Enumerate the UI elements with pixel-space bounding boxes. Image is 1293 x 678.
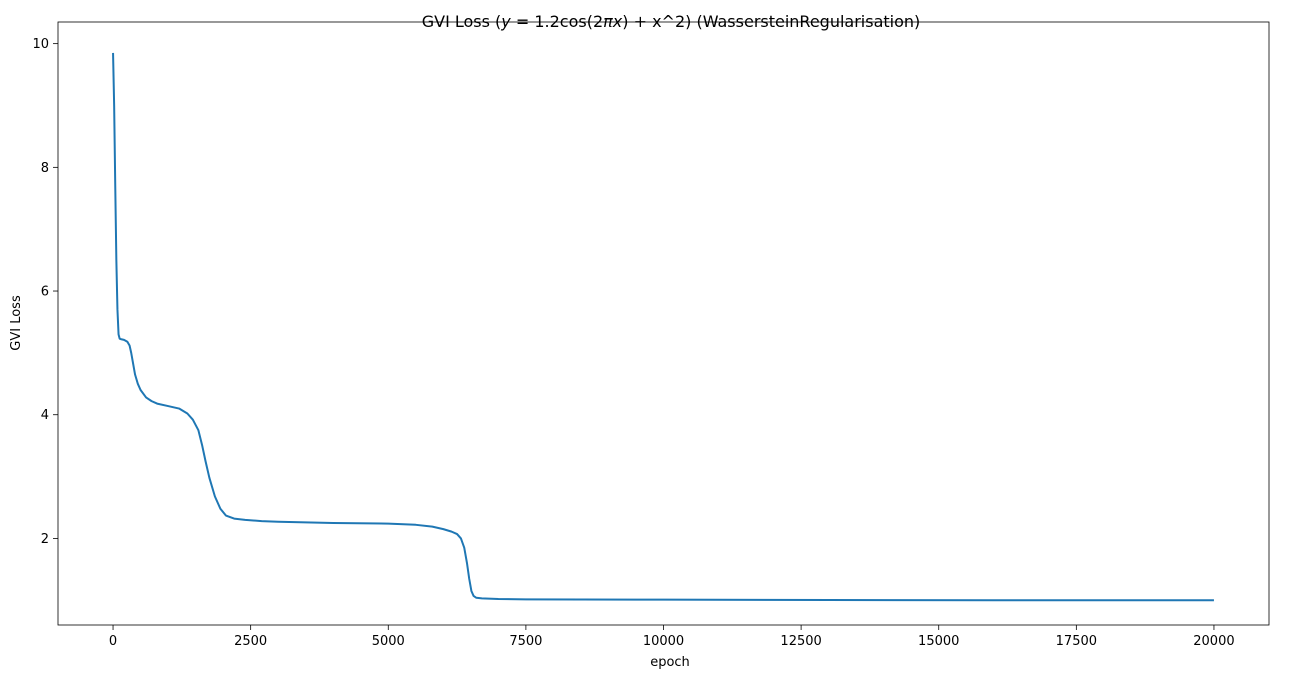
x-tick-label: 17500 xyxy=(1056,634,1097,649)
y-axis: 2 4 6 8 10 xyxy=(32,37,58,547)
x-tick-label: 5000 xyxy=(372,634,405,649)
plot-area xyxy=(112,52,1214,602)
x-tick-label: 7500 xyxy=(509,634,542,649)
x-axis-label: epoch xyxy=(650,655,690,670)
y-tick-label: 8 xyxy=(41,161,49,176)
x-tick-label: 2500 xyxy=(234,634,267,649)
x-tick-label: 20000 xyxy=(1193,634,1234,649)
y-tick-label: 2 xyxy=(41,532,49,547)
chart-title: GVI Loss (y = 1.2cos(2πx) + x^2) (Wasser… xyxy=(422,12,921,31)
chart-title-part: πx xyxy=(603,12,623,31)
y-axis-label: GVI Loss xyxy=(9,295,24,351)
x-tick-label: 10000 xyxy=(643,634,684,649)
series-line-0 xyxy=(112,52,1214,602)
y-tick-label: 4 xyxy=(41,408,49,423)
plot-frame xyxy=(57,21,1270,626)
chart-title-part: = 1.2cos(2 xyxy=(511,12,603,31)
chart-title-part: GVI Loss ( xyxy=(422,12,502,31)
y-tick-label: 10 xyxy=(32,37,49,52)
y-tick-label: 6 xyxy=(41,285,49,300)
x-tick-label: 0 xyxy=(109,634,117,649)
x-tick-label: 12500 xyxy=(780,634,821,649)
x-tick-label: 15000 xyxy=(918,634,959,649)
chart-title-part: y xyxy=(500,12,511,31)
x-axis: 0 2500 5000 7500 10000 12500 15000 17500 20000 xyxy=(109,625,1235,649)
chart-title-part: ) + x^2) (WassersteinRegularisation) xyxy=(622,12,920,31)
